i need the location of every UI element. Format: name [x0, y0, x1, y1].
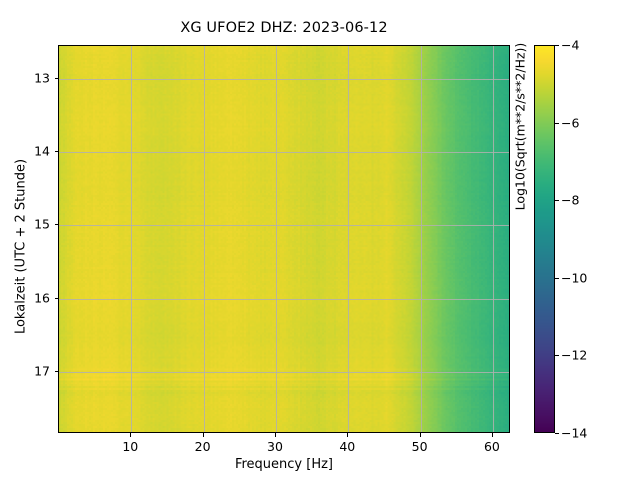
colorbar-gradient	[535, 46, 554, 432]
colorbar-tick-mark	[555, 433, 559, 434]
gridline-horizontal	[59, 371, 509, 373]
gridline-vertical	[420, 46, 422, 432]
y-tick-mark	[54, 370, 58, 372]
spectrogram-image	[59, 46, 509, 432]
colorbar-tick-label: −10	[561, 270, 588, 286]
colorbar[interactable]	[534, 45, 555, 433]
colorbar-tick-mark	[555, 45, 559, 46]
colorbar-tick-mark	[555, 122, 559, 124]
x-tick-mark	[347, 433, 349, 437]
page-title: XG UFOE2 DHZ: 2023-06-12	[180, 20, 388, 36]
y-tick-label: 14	[34, 143, 50, 159]
gridline-horizontal	[59, 78, 509, 80]
y-axis-label: Lokalzeit (UTC + 2 Stunde)	[13, 158, 29, 335]
x-tick-label: 10	[122, 439, 139, 454]
y-tick-mark	[54, 224, 58, 226]
spectrogram-axes[interactable]	[58, 45, 510, 433]
x-tick-label: 20	[194, 439, 211, 454]
x-axis-label: Frequency [Hz]	[234, 457, 334, 472]
x-tick-label: 40	[339, 439, 356, 454]
gridline-horizontal	[59, 152, 509, 154]
gridline-vertical	[131, 46, 133, 432]
gridline-horizontal	[59, 298, 509, 300]
x-tick-mark	[419, 433, 421, 437]
y-tick-label: 17	[34, 363, 50, 379]
gridline-horizontal	[59, 225, 509, 227]
y-tick-mark	[54, 297, 58, 299]
colorbar-tick-label: −4	[561, 37, 580, 53]
y-tick-mark	[54, 77, 58, 79]
colorbar-tick-label: −8	[561, 192, 580, 208]
y-tick-label: 15	[34, 216, 50, 232]
x-tick-mark	[491, 433, 493, 437]
x-tick-label: 60	[483, 439, 500, 454]
x-tick-mark	[202, 433, 204, 437]
x-tick-mark	[130, 433, 132, 437]
y-tick-mark	[54, 151, 58, 153]
colorbar-tick-label: −14	[561, 425, 588, 441]
colorbar-tick-mark	[555, 277, 559, 279]
colorbar-label: Log10(Sqrt(m**2/s**2/Hz))	[512, 42, 528, 211]
colorbar-tick-mark	[555, 355, 559, 357]
x-tick-mark	[274, 433, 276, 437]
x-tick-label: 50	[411, 439, 428, 454]
y-tick-label: 16	[34, 290, 50, 306]
gridline-vertical	[492, 46, 494, 432]
x-tick-label: 30	[267, 439, 283, 454]
colorbar-tick-mark	[555, 200, 559, 202]
gridline-vertical	[203, 46, 205, 432]
gridline-vertical	[348, 46, 350, 432]
colorbar-tick-label: −12	[561, 347, 588, 363]
gridline-vertical	[275, 46, 277, 432]
y-tick-label: 13	[34, 70, 50, 86]
colorbar-tick-label: −6	[561, 115, 580, 131]
